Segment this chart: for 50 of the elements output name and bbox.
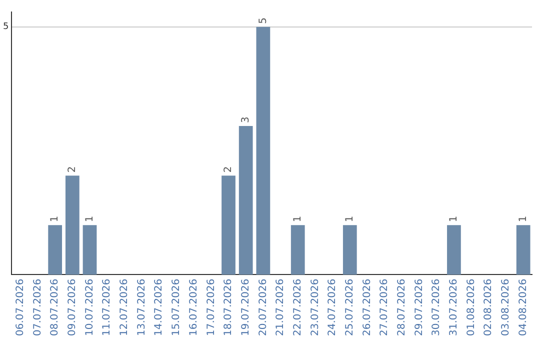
x-tick-label: 02.08.2026 (483, 278, 494, 336)
x-tick-label: 22.07.2026 (292, 278, 304, 336)
data-label: 2 (223, 166, 234, 173)
data-label: 1 (518, 216, 529, 222)
bar (238, 126, 253, 275)
bar (447, 225, 461, 275)
x-tick-label: 13.07.2026 (136, 278, 148, 336)
x-tick-label: 14.07.2026 (154, 278, 165, 336)
bar (342, 225, 357, 275)
data-label: 5 (258, 17, 269, 24)
bar (48, 225, 62, 275)
x-tick-label: 19.07.2026 (240, 278, 252, 336)
x-tick-label: 28.07.2026 (396, 278, 408, 336)
data-label: 1 (84, 216, 96, 222)
x-tick-label: 23.07.2026 (310, 278, 321, 336)
data-label: 1 (448, 216, 460, 222)
x-tick-label: 30.07.2026 (431, 278, 442, 336)
x-tick-label: 07.07.2026 (32, 278, 44, 336)
data-label: 1 (50, 216, 61, 222)
x-tick-label: 11.07.2026 (102, 278, 113, 336)
data-label: 3 (240, 116, 252, 124)
x-tick-label: 20.07.2026 (258, 278, 269, 336)
x-tick-label: 21.07.2026 (275, 278, 286, 336)
bar (290, 225, 305, 275)
x-tick-label: 03.08.2026 (500, 278, 512, 336)
x-tick-label: 18.07.2026 (223, 278, 234, 336)
x-tick-label: 04.08.2026 (518, 278, 529, 336)
x-tick-label: 27.07.2026 (379, 278, 390, 336)
x-tick-label: 01.08.2026 (466, 278, 477, 336)
x-tick-label: 17.07.2026 (206, 278, 217, 336)
x-tick-label: 06.07.2026 (14, 278, 26, 336)
bar (256, 26, 270, 275)
bar (82, 225, 97, 275)
data-label: 1 (344, 216, 356, 222)
x-tick-label: 26.07.2026 (362, 278, 373, 336)
x-tick-label: 09.07.2026 (67, 278, 78, 336)
bar (65, 176, 80, 275)
data-label: 1 (292, 216, 304, 222)
bar (516, 225, 530, 275)
x-tick-label: 10.07.2026 (84, 278, 96, 336)
x-tick-label: 31.07.2026 (448, 278, 460, 336)
data-label: 2 (67, 166, 78, 173)
bar (222, 176, 236, 275)
x-tick-label: 08.07.2026 (50, 278, 61, 336)
x-tick-label: 15.07.2026 (171, 278, 182, 336)
x-tick-label: 12.07.2026 (119, 278, 130, 336)
x-tick-label: 16.07.2026 (188, 278, 200, 336)
x-tick-label: 25.07.2026 (344, 278, 356, 336)
x-tick-label: 29.07.2026 (414, 278, 425, 336)
x-tick-label: 24.07.2026 (327, 278, 338, 336)
